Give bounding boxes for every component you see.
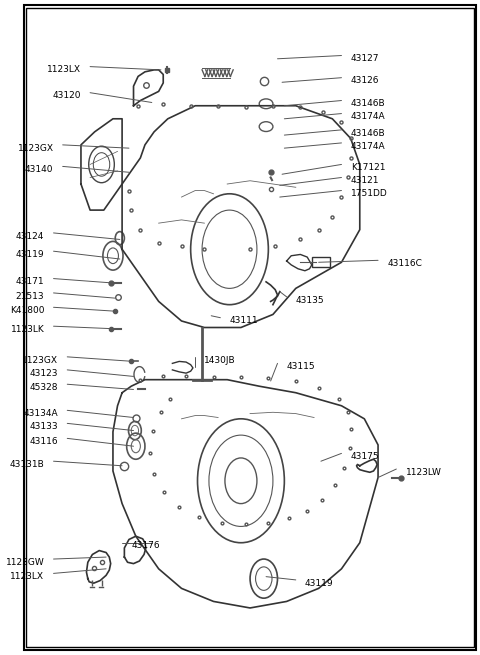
Text: 43146B: 43146B <box>350 128 385 138</box>
Text: 1430JB: 1430JB <box>204 356 236 365</box>
Text: 1751DD: 1751DD <box>350 189 387 198</box>
Text: 43123: 43123 <box>30 369 58 378</box>
Text: 1123GX: 1123GX <box>18 143 54 153</box>
Text: 1123LW: 1123LW <box>406 468 441 477</box>
Text: 21513: 21513 <box>16 291 44 301</box>
Text: 43133: 43133 <box>29 422 58 431</box>
Text: 43120: 43120 <box>52 92 81 100</box>
Text: 43140: 43140 <box>25 165 54 174</box>
Text: 43121: 43121 <box>350 176 379 185</box>
Text: 43127: 43127 <box>350 54 379 64</box>
Text: 43126: 43126 <box>350 77 379 85</box>
Text: 43146B: 43146B <box>350 100 385 108</box>
Text: 43111: 43111 <box>229 316 258 326</box>
Text: 1123GW: 1123GW <box>6 558 44 567</box>
Text: 43116C: 43116C <box>387 259 422 268</box>
Text: 43134A: 43134A <box>24 409 58 418</box>
Text: 43174A: 43174A <box>350 141 385 151</box>
Text: 1123LX: 1123LX <box>47 66 81 75</box>
Text: 43171: 43171 <box>16 277 44 286</box>
Text: 43116: 43116 <box>29 437 58 446</box>
Text: 43124: 43124 <box>16 232 44 240</box>
Text: 43175: 43175 <box>350 452 379 461</box>
Text: K41800: K41800 <box>10 306 44 315</box>
Text: 43135: 43135 <box>296 295 324 305</box>
Text: 43115: 43115 <box>287 362 315 371</box>
Text: 43119: 43119 <box>16 250 44 259</box>
Text: 43119: 43119 <box>305 578 334 588</box>
Text: 1123LK: 1123LK <box>11 325 44 334</box>
Text: 43131B: 43131B <box>10 460 44 469</box>
Text: 1123GX: 1123GX <box>22 356 58 365</box>
Text: K17121: K17121 <box>350 163 385 172</box>
Text: 45328: 45328 <box>30 383 58 392</box>
Text: 43174A: 43174A <box>350 112 385 121</box>
Text: 43176: 43176 <box>131 542 160 550</box>
Text: 1123LX: 1123LX <box>11 572 44 581</box>
